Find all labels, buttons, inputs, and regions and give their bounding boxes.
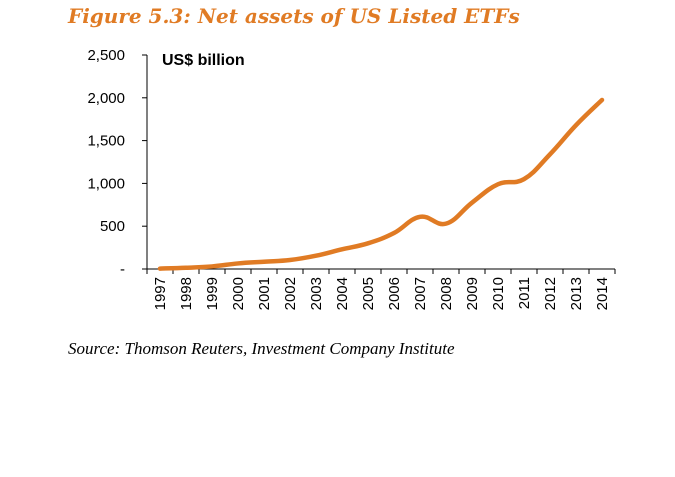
y-tick-label: 2,000 bbox=[87, 90, 125, 107]
source-note: Source: Thomson Reuters, Investment Comp… bbox=[68, 339, 455, 358]
x-tick-label: 2004 bbox=[334, 277, 351, 310]
x-tick-label: 2013 bbox=[568, 277, 585, 310]
data-point bbox=[158, 267, 162, 271]
x-tick-label: 2011 bbox=[516, 277, 533, 309]
y-tick-label: 1,500 bbox=[87, 133, 125, 150]
x-axis: 1997 1998 1999 2000 2001 2002 2003 2004 2005 2006… bbox=[146, 268, 616, 310]
x-tick-label: 2003 bbox=[308, 277, 325, 310]
data-point bbox=[392, 231, 396, 235]
x-tick-label: 2010 bbox=[490, 277, 507, 310]
y-axis: - 500 1,000 1,500 2,000 2,500 bbox=[87, 47, 148, 278]
x-tick-label: 1999 bbox=[204, 277, 221, 310]
data-point bbox=[418, 215, 422, 219]
series bbox=[157, 97, 605, 271]
y-tick-label: 2,500 bbox=[87, 47, 125, 64]
x-tick-label: 2005 bbox=[360, 277, 377, 310]
data-point bbox=[366, 241, 370, 245]
x-tick-label: 2000 bbox=[230, 277, 247, 310]
x-tick-label: 2006 bbox=[386, 277, 403, 310]
data-point bbox=[314, 254, 318, 258]
x-tick-label: 2002 bbox=[282, 277, 299, 310]
x-tick-label: 1997 bbox=[152, 277, 169, 310]
data-point bbox=[600, 98, 604, 102]
x-tick-label: 2014 bbox=[594, 277, 611, 310]
data-point bbox=[340, 247, 344, 251]
net-assets-line bbox=[157, 97, 605, 271]
x-tick-label: 1998 bbox=[178, 277, 195, 310]
data-point bbox=[288, 258, 292, 262]
unit-label: US$ billion bbox=[162, 52, 245, 69]
data-point bbox=[496, 182, 500, 186]
x-tick-label: 2012 bbox=[542, 277, 559, 310]
data-point bbox=[184, 266, 188, 270]
data-point bbox=[236, 261, 240, 265]
data-point bbox=[574, 123, 578, 127]
figure-title: Figure 5.3: Net assets of US Listed ETFs bbox=[68, 4, 520, 28]
data-point bbox=[262, 260, 266, 264]
x-tick-label: 2008 bbox=[438, 277, 455, 310]
y-tick-label: 500 bbox=[100, 218, 125, 235]
y-tick-label: 1,000 bbox=[87, 175, 125, 192]
data-point bbox=[522, 177, 526, 181]
data-point bbox=[470, 201, 474, 205]
x-tick-label: 2001 bbox=[256, 277, 273, 310]
data-point bbox=[210, 264, 214, 268]
y-tick-label: - bbox=[120, 261, 125, 278]
data-point bbox=[444, 222, 448, 226]
data-point bbox=[548, 152, 552, 156]
x-tick-label: 2009 bbox=[464, 277, 481, 310]
x-tick-label: 2007 bbox=[412, 277, 429, 310]
